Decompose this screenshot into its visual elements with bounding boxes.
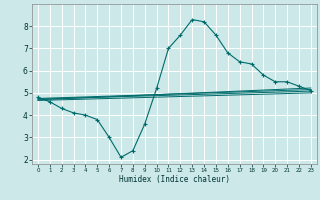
X-axis label: Humidex (Indice chaleur): Humidex (Indice chaleur) <box>119 175 230 184</box>
